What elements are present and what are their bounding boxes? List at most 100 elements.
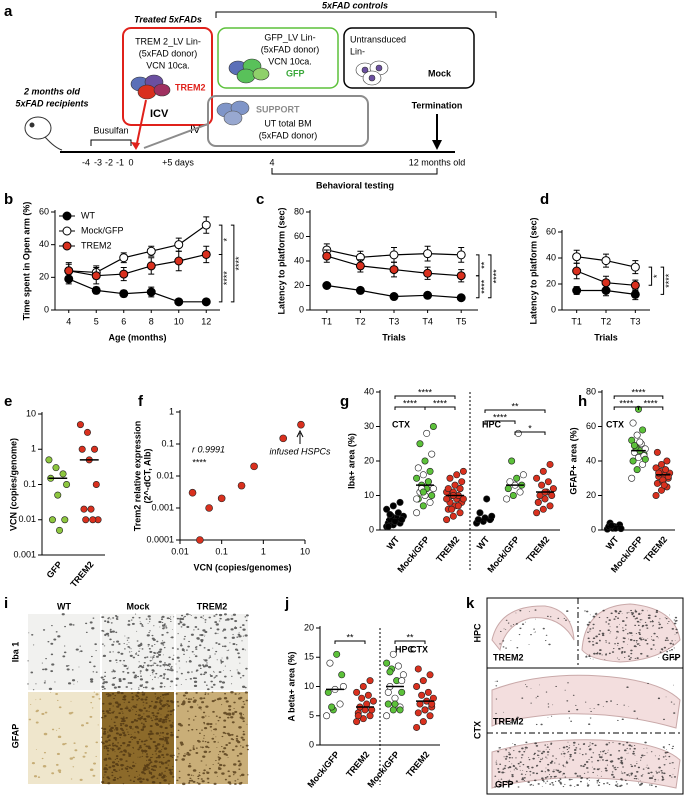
label: Treated 5xFADs [134,14,202,24]
data-point [338,671,346,679]
data-point [423,429,431,437]
marker [456,293,466,303]
data-point [354,712,362,720]
data-point [389,502,397,510]
data-point [353,718,361,726]
x-tick-label: T3 [630,316,641,326]
data-point [414,464,422,472]
stain [494,680,676,726]
data-point [449,512,457,520]
data-point [419,471,427,479]
y-tick-label: 20 [304,622,314,632]
label: (5xFAD donor) [139,48,198,58]
label: 5xFAD controls [322,0,388,10]
cells-icon [228,58,270,84]
x-tick-label: T2 [601,316,612,326]
data-point [541,495,549,503]
marker [423,268,433,278]
stain [101,691,175,785]
region-label: CTX [410,644,428,654]
box [207,95,369,147]
data-point [45,456,53,464]
stain [100,613,175,691]
label: (5xFAD donor) [259,130,318,140]
significance-label: ** [511,401,519,411]
data-point [418,691,426,699]
data-point [456,485,464,493]
data-point [426,712,434,720]
data-point [279,434,288,443]
significance-label: * [222,238,232,242]
label: -2 [105,157,113,167]
x-tick-label: T4 [422,316,433,326]
data-point [641,455,649,463]
data-point [366,712,374,720]
data-point [662,466,670,474]
data-point [509,491,517,499]
y-tick-label: 0.01 [156,470,174,480]
annotation: infused HSPCs [269,446,331,456]
data-point [421,457,429,465]
data-point [419,677,427,685]
x-tick-label: T3 [389,316,400,326]
data-point [546,460,554,468]
label: -3 [94,157,102,167]
data-point [652,491,660,499]
data-point [516,488,524,496]
label: 2 months old [23,86,81,96]
data-point [451,481,459,489]
x-tick-label: 4 [66,316,71,326]
data-point [359,682,367,690]
legend-label: TREM2 [81,240,112,250]
y-tick-label: 0 [369,524,374,534]
label: -4 [82,157,90,167]
stain [494,741,677,788]
label: TREM 2_LV Lin- [135,36,201,46]
region-label: CTX [606,419,624,429]
significance-label: **** [418,387,433,397]
data-point [333,650,341,658]
marker [174,240,184,250]
schematic: a Treated 5xFADs 5xFAD controls TREM 2_L… [4,0,497,190]
x-tick-label: 12 [201,316,211,326]
data-point [386,668,394,676]
label: TREM2 [175,82,206,92]
y-tick-label: 40 [39,239,49,249]
data-point [48,516,56,524]
significance-label: ** [479,261,489,269]
x-tick-label: GFP [45,559,65,580]
data-point [389,706,397,714]
significance-bracket [484,409,546,413]
significance-bracket [218,253,223,303]
marker [174,256,184,266]
data-point [82,516,90,524]
y-axis-label: Time spent in Open arm (%) [21,202,31,321]
y-axis-label: (2^-dCT, Alb) [142,449,152,504]
marker [91,271,101,281]
data-point [639,426,647,434]
x-tick-label: 1 [261,546,266,556]
x-tick-label: TREM2 [344,749,371,779]
region-label: CTX [472,721,482,739]
y-tick-label: 40 [586,455,596,465]
data-point [630,441,638,449]
series-line [68,224,207,274]
x-tick-label: 8 [149,316,154,326]
data-point [663,457,671,465]
label: -1 [116,157,124,167]
bracket [90,139,132,146]
data-point [413,723,421,731]
data-point [424,688,432,696]
data-point [426,498,434,506]
y-tick-label: 20 [364,455,374,465]
significance-label: ** [406,632,414,642]
panel-letter: b [4,191,13,208]
data-point [80,505,88,513]
y-axis-label: Latency to platform (sec) [528,217,538,324]
label: GFP_LV Lin- [264,32,315,42]
y-tick-label: 0.01 [18,514,36,524]
data-point [653,448,661,456]
data-point [87,505,95,513]
y-tick-label: 20 [546,278,556,288]
data-point [506,478,514,486]
